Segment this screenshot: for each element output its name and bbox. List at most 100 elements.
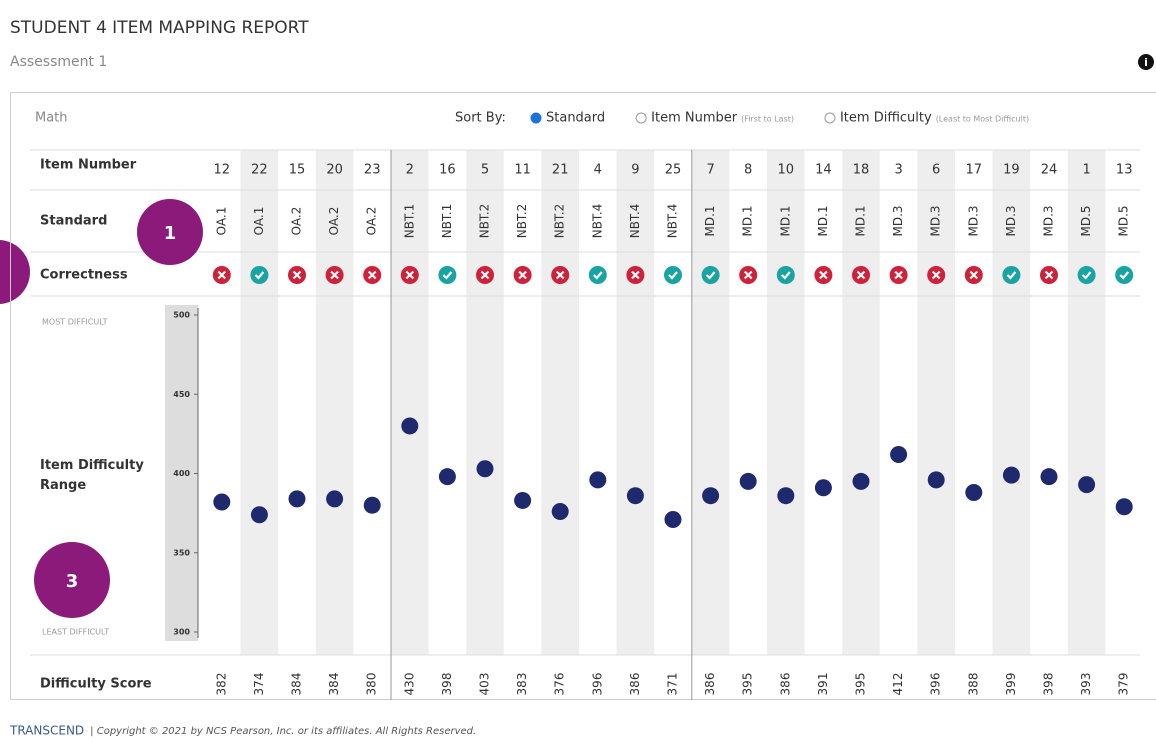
icon-glyph — [743, 270, 753, 280]
radio-label[interactable]: Standard — [546, 111, 605, 126]
radio-label[interactable]: Item Difficulty — [840, 111, 932, 126]
difficulty-score: 383 — [515, 673, 529, 696]
icon-glyph — [1119, 271, 1130, 280]
axis-note: MOST DIFFICULT — [42, 318, 108, 327]
icon-glyph — [668, 271, 678, 280]
row-label: Standard — [40, 214, 107, 229]
callout — [34, 542, 110, 618]
difficulty-score: 386 — [628, 673, 642, 696]
difficulty-score: 384 — [290, 673, 304, 696]
difficulty-score: 371 — [666, 673, 680, 696]
item-number: 6 — [932, 163, 940, 178]
difficulty-score: 384 — [327, 673, 341, 696]
difficulty-score: 412 — [891, 673, 905, 696]
standard: NBT.1 — [402, 204, 416, 239]
difficulty-dot — [1040, 468, 1058, 486]
column-shade — [767, 150, 805, 655]
copyright: | Copyright © 2021 by NCS Pearson, Inc. … — [90, 726, 476, 737]
difficulty-dot — [1078, 476, 1096, 494]
icon-glyph — [1006, 271, 1017, 280]
difficulty-score: 391 — [816, 673, 830, 696]
difficulty-score: 403 — [478, 673, 492, 696]
standard: MD.3 — [966, 205, 980, 236]
y-tick-label: 350 — [173, 548, 190, 557]
callout-number: 3 — [66, 571, 79, 592]
item-number: 1 — [1082, 163, 1090, 178]
difficulty-score: 386 — [703, 673, 717, 696]
standard: NBT.4 — [590, 204, 604, 239]
icon-glyph — [442, 271, 453, 280]
standard: MD.3 — [929, 205, 943, 236]
icon-glyph — [819, 270, 828, 280]
standard: MD.3 — [1004, 205, 1018, 236]
item-number: 12 — [214, 163, 231, 178]
item-number: 20 — [326, 163, 343, 178]
radio[interactable] — [530, 112, 542, 124]
icon-glyph — [1044, 270, 1054, 280]
radio-label[interactable]: Item Number — [651, 111, 738, 126]
icon-glyph — [518, 270, 527, 280]
difficulty-score: 388 — [966, 673, 980, 696]
correct-icon — [588, 266, 607, 284]
standard: NBT.4 — [628, 204, 642, 239]
difficulty-score: 376 — [553, 673, 567, 696]
icon-glyph — [555, 270, 565, 280]
difficulty-dot — [438, 468, 456, 486]
column-shade — [842, 150, 880, 655]
icon-glyph — [330, 270, 339, 280]
difficulty-dot — [890, 445, 908, 463]
difficulty-dot — [363, 496, 381, 514]
callout-number: 1 — [164, 223, 177, 244]
difficulty-dot — [476, 460, 494, 478]
column-shade — [315, 150, 354, 655]
icon-glyph — [367, 270, 377, 280]
standard: MD.3 — [891, 205, 905, 236]
y-tick-label: 500 — [173, 311, 190, 320]
brand: TRANSCEND — [9, 724, 84, 738]
y-tick-label: 300 — [173, 628, 190, 637]
y-tick-label: 400 — [173, 469, 190, 478]
standard: MD.5 — [1117, 205, 1131, 236]
difficulty-dot — [626, 487, 644, 505]
item-number: 14 — [815, 163, 832, 178]
icon-glyph — [292, 270, 302, 280]
column-shade — [391, 150, 429, 655]
difficulty-dot — [814, 479, 832, 497]
icon-glyph — [217, 270, 227, 280]
item-number: 3 — [894, 163, 902, 178]
column-shade — [466, 150, 504, 655]
sort-label: Sort By: — [455, 111, 506, 126]
difficulty-dot — [551, 503, 569, 521]
item-number: 11 — [514, 163, 531, 178]
info-icon[interactable] — [1138, 54, 1154, 70]
difficulty-score: 386 — [778, 673, 792, 696]
difficulty-score: 374 — [252, 673, 266, 696]
row-label: Item Difficulty Range — [40, 458, 144, 493]
difficulty-score: 395 — [854, 673, 868, 696]
difficulty-score: 395 — [741, 673, 755, 696]
correct-icon — [1115, 266, 1134, 284]
standard: NBT.2 — [478, 204, 492, 239]
column-shade — [616, 150, 655, 655]
correct-icon — [701, 266, 720, 284]
item-number: 21 — [552, 163, 569, 178]
item-number: 23 — [364, 163, 381, 178]
item-number: 13 — [1116, 163, 1133, 178]
icon-glyph — [894, 270, 903, 280]
item-number: 16 — [439, 163, 456, 178]
difficulty-dot — [1002, 466, 1020, 484]
difficulty-dot — [326, 490, 344, 508]
column-shade — [240, 150, 279, 655]
panel — [10, 92, 1156, 700]
radio[interactable] — [635, 112, 647, 124]
difficulty-score: 379 — [1117, 673, 1131, 696]
item-number: 8 — [744, 163, 752, 178]
icon-glyph — [631, 270, 640, 280]
item-number: 25 — [665, 163, 682, 178]
difficulty-dot — [401, 417, 419, 435]
item-number: 4 — [594, 163, 602, 178]
title: STUDENT 4 ITEM MAPPING REPORT — [10, 18, 309, 38]
radio[interactable] — [824, 112, 836, 124]
standard: OA.2 — [365, 207, 379, 236]
difficulty-dot — [927, 471, 945, 489]
